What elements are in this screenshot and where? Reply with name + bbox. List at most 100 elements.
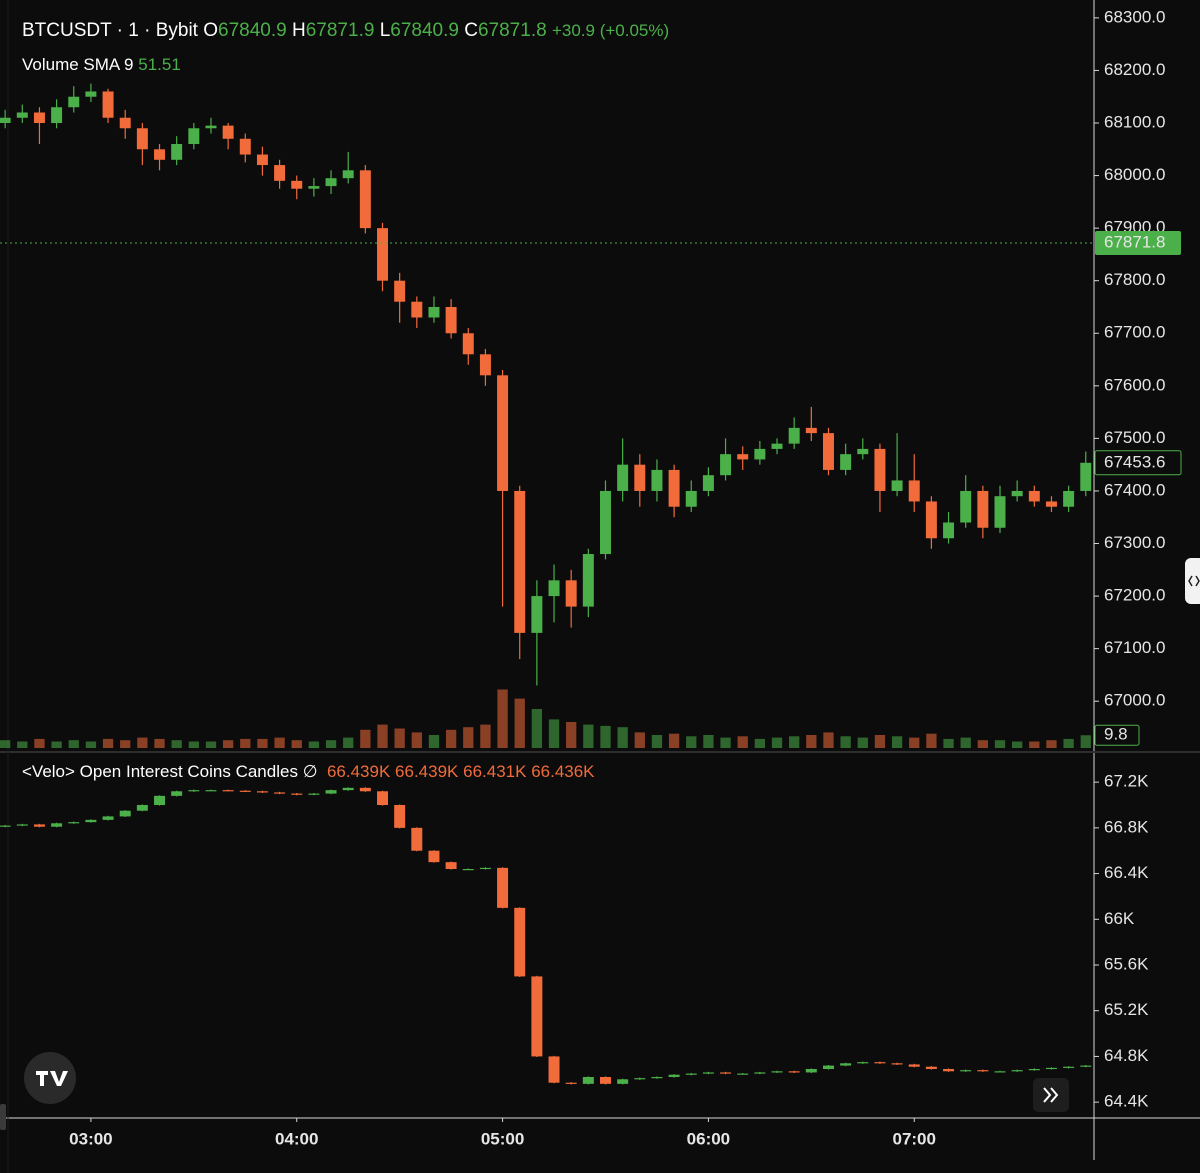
candle-body [548, 580, 560, 597]
candle-body [1063, 1066, 1075, 1068]
volume-bar [51, 741, 62, 748]
volume-bar [308, 741, 320, 748]
candle-body [565, 1082, 577, 1084]
candle-body [154, 795, 166, 805]
candle-body [754, 1072, 766, 1074]
candle-body [857, 448, 869, 455]
candle-body [239, 138, 251, 155]
resize-handle[interactable] [1185, 558, 1200, 604]
volume-bar [480, 724, 491, 748]
volume-bar [566, 722, 577, 748]
candle-body [891, 480, 903, 491]
candle-body [771, 443, 783, 449]
volume-bar [411, 732, 422, 748]
side-tab[interactable] [0, 1104, 6, 1130]
volume-bar [291, 740, 302, 748]
y-tick-label: 64.4K [1104, 1092, 1149, 1111]
candle-body [771, 1071, 783, 1073]
volume-bar [634, 732, 645, 748]
candle-body [651, 469, 663, 491]
candle-body [85, 91, 97, 97]
volume-bar [428, 735, 440, 748]
candle-body [51, 823, 63, 827]
volume-bar [1029, 741, 1040, 748]
volume-bar [891, 736, 903, 748]
candle-body [462, 869, 474, 871]
candle-body [1045, 501, 1057, 507]
candle-body [668, 469, 680, 507]
candle-body [68, 822, 80, 824]
candle-body [943, 522, 955, 539]
resize-icon [1188, 575, 1200, 587]
candle-body [857, 1062, 869, 1064]
candle-body [840, 1063, 852, 1066]
ohlc-value: 67871.8 [477, 20, 547, 41]
candle-body [788, 1071, 800, 1073]
candle-body [925, 1066, 937, 1069]
volume-bar [343, 737, 354, 748]
ohlc-label: L [379, 20, 391, 41]
volume-bar [137, 737, 148, 748]
volume-header: Volume SMA 9 51.51 [22, 55, 181, 75]
candle-body [136, 128, 148, 150]
candle-body [514, 907, 526, 977]
volume-bar [240, 738, 251, 748]
volume-bar [154, 738, 165, 748]
volume-bar [85, 741, 97, 748]
candle-body [497, 867, 509, 908]
candle-body [0, 117, 11, 124]
candle-body [891, 1063, 903, 1065]
candle-body [428, 850, 440, 863]
oi-symbol: ∅ [302, 762, 318, 781]
candle-body [634, 464, 646, 491]
last-price-badge [1094, 450, 1182, 476]
volume-bar [754, 738, 766, 748]
candle-body [874, 448, 886, 491]
candle-body [154, 149, 166, 160]
candle-body [497, 375, 509, 491]
candle-body [428, 306, 440, 318]
oi-value: 66.439K [395, 762, 459, 781]
candle-body [411, 827, 423, 851]
volume-bar [617, 727, 628, 748]
candle-body [119, 810, 131, 817]
candle-body [33, 824, 45, 827]
volume-bar [926, 733, 937, 748]
volume-bar [960, 737, 971, 748]
x-tick-label: 03:00 [69, 1129, 112, 1148]
candle-body [582, 554, 594, 607]
candle-body [359, 787, 371, 792]
candle-body [274, 792, 286, 794]
candle-body [51, 107, 63, 124]
candle-body [291, 793, 303, 795]
candle-body [377, 791, 388, 805]
y-tick-label: 67600.0 [1104, 375, 1165, 394]
candle-body [702, 475, 714, 491]
volume-bar [600, 725, 611, 748]
symbol-title: BTCUSDT · 1 · Bybit [22, 20, 198, 41]
candle-body [994, 1071, 1006, 1073]
y-tick-label: 67700.0 [1104, 323, 1165, 342]
logo[interactable] [24, 1052, 76, 1104]
candle-body [600, 490, 611, 555]
candle-body [102, 91, 114, 118]
volume-bar [102, 738, 114, 748]
volume-bar [463, 727, 474, 748]
volume-bar [874, 735, 886, 748]
candle-body [342, 170, 354, 179]
y-tick-label: 67500.0 [1104, 428, 1165, 447]
volume-bar [1080, 735, 1091, 748]
volume-bar [0, 740, 11, 748]
y-tick-label: 67200.0 [1104, 586, 1165, 605]
candle-body [205, 125, 217, 129]
candle-body [548, 1056, 560, 1083]
oi-header: <Velo> Open Interest Coins Candles ∅ 66.… [22, 762, 595, 782]
candle-body [85, 819, 97, 823]
candle-body [171, 144, 183, 160]
logo-mark [36, 1071, 68, 1086]
ohlc-value: 67840.9 [218, 20, 287, 41]
candle-body [325, 178, 337, 187]
volume-bar [668, 733, 680, 748]
volume-bar [823, 732, 834, 748]
candle-body [171, 791, 183, 796]
